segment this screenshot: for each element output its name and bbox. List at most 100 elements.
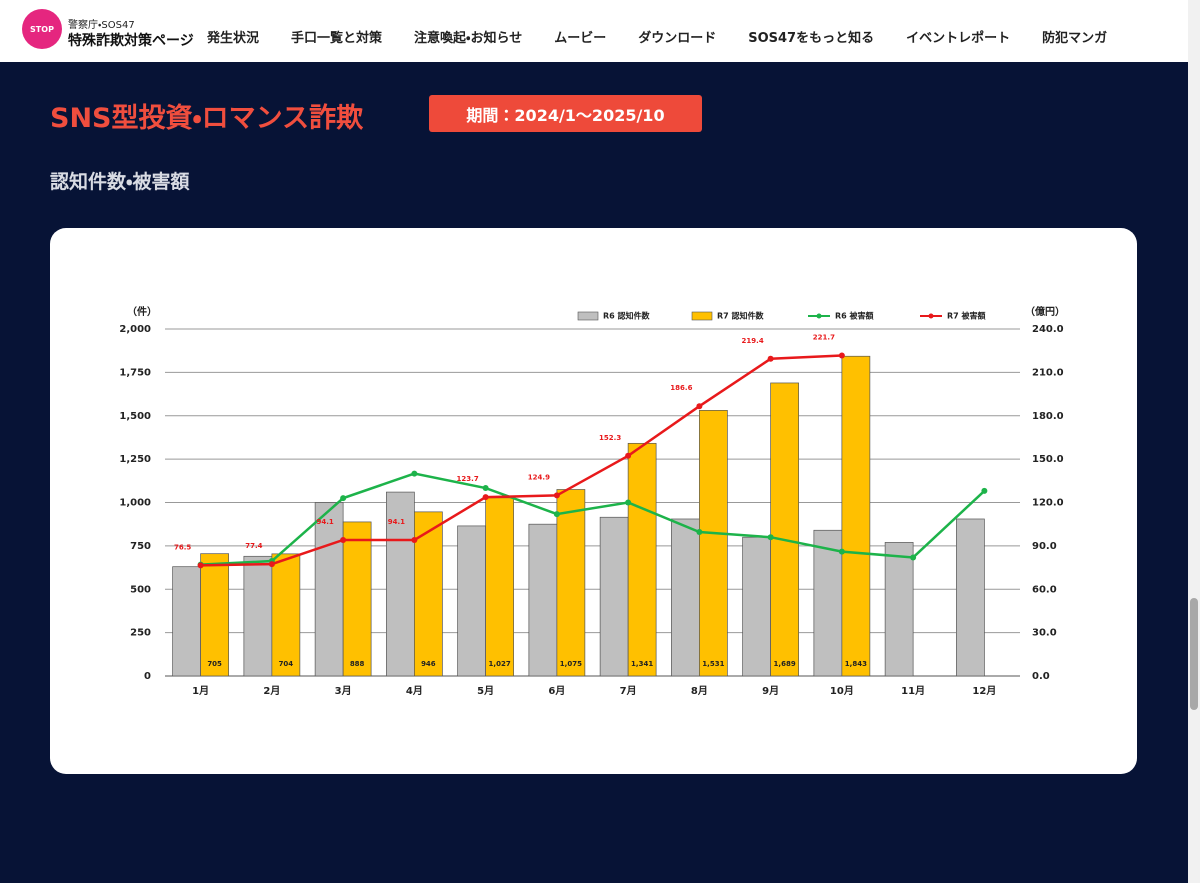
- line-point: [268, 561, 275, 568]
- bar: [556, 489, 586, 677]
- line-point: [838, 352, 845, 359]
- chart-card: 0 250 500 750 1,000 1,250 1,500 1,750 2,000 0.0 30…: [50, 228, 1137, 774]
- org-name: 警察庁・SOS47: [68, 20, 135, 31]
- line-value-label: 94.1: [316, 518, 333, 526]
- section-subtitle: 認知件数・被害額: [50, 171, 190, 193]
- x-tick-label: 7月: [620, 685, 637, 697]
- bar-value-label: 705: [207, 660, 222, 668]
- nav-item[interactable]: イベントレポート: [906, 31, 1011, 46]
- nav-item[interactable]: SOS47をもっと知る: [748, 31, 875, 46]
- bar: [956, 518, 985, 677]
- site-title[interactable]: 特殊詐欺対策ページ: [68, 33, 194, 49]
- nav-item[interactable]: ムービー: [554, 31, 607, 46]
- legend-swatch: [691, 311, 713, 321]
- bar: [414, 511, 443, 677]
- bar-value-label: 1,689: [774, 660, 796, 668]
- period-badge: 期間：2024/1〜2025/10: [429, 95, 702, 132]
- bar: [271, 553, 301, 677]
- line-point: [197, 562, 204, 569]
- line-point: [981, 487, 988, 494]
- bar: [671, 518, 700, 677]
- legend-swatch: [816, 313, 822, 319]
- x-tick-label: 4月: [406, 685, 423, 697]
- y-tick-label: 1,000: [119, 498, 151, 509]
- line-point: [767, 355, 774, 362]
- logo[interactable]: STOP: [22, 9, 62, 49]
- bar: [172, 566, 201, 677]
- y2-tick-label: 150.0: [1032, 454, 1064, 465]
- line-point: [411, 470, 418, 477]
- y-tick-label: 500: [130, 584, 151, 595]
- bar-value-label: 1,027: [489, 660, 511, 668]
- x-tick-label: 5月: [477, 685, 494, 697]
- nav-item[interactable]: 発生状況: [207, 31, 260, 46]
- nav: 発生状況 手口一覧と対策 注意喚起・お知らせ ムービー ダウンロード SOS47をもっと知…: [207, 27, 1139, 46]
- y-tick-label: 750: [130, 541, 151, 552]
- nav-item[interactable]: 注意喚起・お知らせ: [414, 31, 523, 46]
- line-value-label: 152.3: [599, 434, 621, 442]
- y2-tick-label: 120.0: [1032, 498, 1064, 509]
- x-tick-label: 12月: [972, 685, 996, 697]
- line-point: [625, 499, 632, 506]
- chart: 0 250 500 750 1,000 1,250 1,500 1,750 2,000 0.0 30…: [119, 305, 1065, 697]
- y-tick-label: 1,250: [119, 454, 151, 465]
- line-point: [482, 494, 489, 501]
- y2-tick-label: 60.0: [1032, 584, 1057, 595]
- x-tick-label: 10月: [830, 685, 854, 697]
- x-tick-label: 3月: [335, 685, 352, 697]
- line-point: [767, 534, 774, 541]
- y2-tick-label: 180.0: [1032, 411, 1064, 422]
- y-tick-label: 250: [130, 628, 151, 639]
- bar: [314, 502, 344, 677]
- bar: [813, 529, 843, 677]
- y-tick-label: 0: [144, 671, 151, 682]
- line-point: [340, 536, 347, 543]
- bar: [243, 555, 273, 677]
- bar: [770, 382, 799, 677]
- line-point: [411, 536, 418, 543]
- bar-value-label: 1,531: [702, 660, 724, 668]
- bar-value-label: 1,341: [631, 660, 653, 668]
- nav-item[interactable]: 手口一覧と対策: [291, 31, 383, 46]
- x-tick-label: 11月: [901, 685, 925, 697]
- y-tick-label: 1,500: [119, 411, 151, 422]
- legend-swatch: [577, 311, 599, 321]
- nav-item[interactable]: 防犯マンガ: [1042, 31, 1108, 46]
- bar: [742, 536, 771, 677]
- line-point: [696, 528, 703, 535]
- line-value-label: 77.4: [245, 542, 262, 550]
- line-point: [482, 485, 489, 492]
- legend-swatch: [928, 313, 934, 319]
- scrollbar-thumb[interactable]: [1190, 598, 1198, 710]
- nav-item[interactable]: ダウンロード: [638, 31, 717, 46]
- legend-label: R7 被害額: [947, 311, 987, 321]
- x-tick-label: 2月: [263, 685, 280, 697]
- bar-value-label: 888: [350, 660, 365, 668]
- line-value-label: 124.9: [528, 473, 550, 481]
- y2-tick-label: 240.0: [1032, 324, 1064, 335]
- line-point: [625, 452, 632, 459]
- line-value-label: 123.7: [457, 475, 479, 483]
- bar-value-label: 704: [279, 660, 294, 668]
- y-unit: （件）: [127, 305, 157, 318]
- x-tick-label: 6月: [548, 685, 565, 697]
- bar: [342, 521, 372, 677]
- header: STOP 警察庁・SOS47 特殊詐欺対策ページ 発生状況 手口一覧と対策 注意喚起…: [0, 0, 1188, 62]
- scrollbar: [1188, 0, 1200, 883]
- line: [200, 354, 842, 567]
- line-point: [838, 548, 845, 555]
- bar: [599, 516, 629, 677]
- line-point: [910, 554, 917, 561]
- bar-value-label: 946: [421, 660, 436, 668]
- bar: [200, 553, 229, 677]
- bar-value-label: 1,843: [845, 660, 867, 668]
- line-value-label: 219.4: [742, 337, 764, 345]
- x-tick-label: 1月: [192, 685, 209, 697]
- legend-label: R6 認知件数: [603, 311, 651, 321]
- bar: [627, 442, 657, 677]
- y2-tick-label: 30.0: [1032, 628, 1057, 639]
- x-tick-label: 9月: [762, 685, 779, 697]
- line-point: [696, 403, 703, 410]
- section-title: SNS型投資・ロマンス詐欺: [50, 103, 364, 134]
